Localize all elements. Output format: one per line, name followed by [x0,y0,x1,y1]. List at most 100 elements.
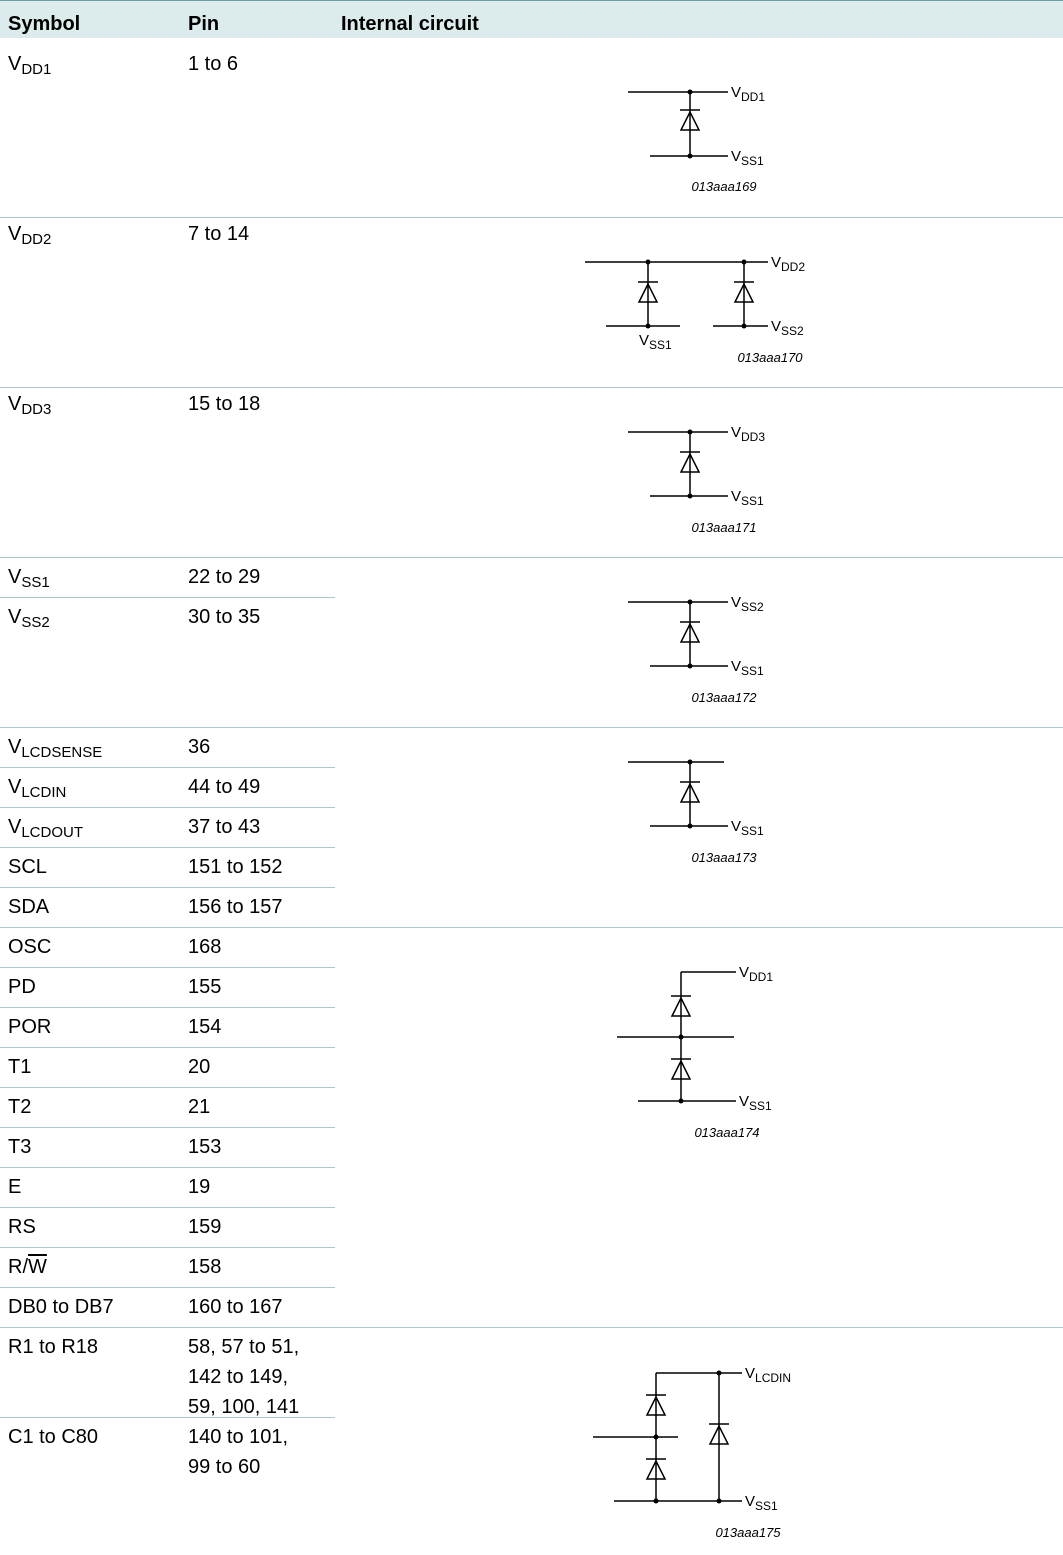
row-divider [0,1007,335,1008]
figure-id: 013aaa172 [691,690,757,705]
svg-text:VSS1: VSS1 [745,1493,778,1513]
row-divider [0,887,335,888]
symbol-cell: OSC [8,936,52,958]
row-divider [0,807,335,808]
symbol-cell: PD [8,976,36,998]
symbol-cell: R/W [8,1256,47,1278]
pin-cell-line: 142 to 149, [188,1366,289,1388]
svg-text:VSS2: VSS2 [731,594,764,614]
pin-cell: 44 to 49 [188,776,261,798]
svg-text:VSS1: VSS1 [639,332,672,352]
header-pin: Pin [188,13,220,35]
svg-text:VSS1: VSS1 [731,818,764,838]
symbol-cell: E [8,1176,22,1198]
pin-cell: 168 [188,936,222,958]
symbol-cell: RS [8,1216,36,1238]
row-divider [0,1207,335,1208]
symbol-cell: C1 to C80 [8,1426,99,1448]
svg-text:VSS1: VSS1 [731,148,764,168]
svg-text:VLCDIN: VLCDIN [745,1365,791,1385]
pin-cell: 37 to 43 [188,816,261,838]
row-divider [0,847,335,848]
pin-cell-line: 59, 100, 141 [188,1396,300,1418]
pin-cell: 30 to 35 [188,606,261,628]
row-divider [0,967,335,968]
pin-cell: 19 [188,1176,211,1198]
pin-cell: 154 [188,1016,222,1038]
figure-id: 013aaa175 [715,1525,781,1540]
pin-cell-line: 58, 57 to 51, [188,1336,300,1358]
svg-text:VSS1: VSS1 [739,1093,772,1113]
symbol-cell: VSS1 [8,566,50,591]
symbol-cell: VDD1 [8,53,52,78]
row-divider [0,557,1063,558]
svg-text:VSS2: VSS2 [771,318,804,338]
symbol-cell: SCL [8,856,47,878]
row-divider [0,1087,335,1088]
symbol-cell: SDA [8,896,50,918]
symbol-cell: T2 [8,1096,32,1118]
pin-cell: 155 [188,976,222,998]
pin-cell: 22 to 29 [188,566,261,588]
header-symbol: Symbol [8,13,81,35]
symbol-cell: VSS2 [8,606,50,631]
figure-id: 013aaa174 [694,1125,759,1140]
pin-cell-line: 140 to 101, [188,1426,289,1448]
row-divider [0,1247,335,1248]
pin-cell: 21 [188,1096,211,1118]
row-divider [0,1287,335,1288]
row-divider [0,767,335,768]
pin-cell: 20 [188,1056,211,1078]
row-divider [0,217,1063,218]
symbol-cell: VLCDSENSE [8,736,103,761]
symbol-cell: DB0 to DB7 [8,1296,114,1318]
row-divider [0,387,1063,388]
symbol-cell: T1 [8,1056,32,1078]
pin-cell: 36 [188,736,211,758]
row-divider [0,1127,335,1128]
row-divider [0,1327,1063,1328]
row-divider [0,727,1063,728]
pin-cell-line: 99 to 60 [188,1456,261,1478]
symbol-cell: POR [8,1016,52,1038]
figure-id: 013aaa170 [737,350,803,365]
svg-text:VDD1: VDD1 [739,964,773,984]
pin-cell: 7 to 14 [188,223,250,245]
row-divider [0,597,335,598]
row-divider [0,927,1063,928]
row-divider [0,1047,335,1048]
svg-text:VDD3: VDD3 [731,424,765,444]
svg-text:VSS1: VSS1 [731,488,764,508]
symbol-cell: VLCDIN [8,776,67,801]
symbol-cell: VLCDOUT [8,816,84,841]
header-internal-circuit: Internal circuit [341,13,479,35]
symbol-cell: T3 [8,1136,32,1158]
figure-id: 013aaa173 [691,850,757,865]
figure-id: 013aaa169 [691,179,756,194]
symbol-cell: VDD3 [8,393,52,418]
symbol-cell: R1 to R18 [8,1336,99,1358]
symbol-cell: VDD2 [8,223,52,248]
pin-cell: 151 to 152 [188,856,283,878]
svg-text:VDD1: VDD1 [731,84,765,104]
pin-cell: 1 to 6 [188,53,239,75]
svg-text:VDD2: VDD2 [771,254,805,274]
figure-id: 013aaa171 [691,520,756,535]
table-header [0,0,1063,38]
pin-cell: 153 [188,1136,222,1158]
pin-cell: 160 to 167 [188,1296,283,1318]
row-divider [0,1167,335,1168]
pin-cell: 159 [188,1216,222,1238]
svg-text:VSS1: VSS1 [731,658,764,678]
pin-cell: 15 to 18 [188,393,261,415]
pin-cell: 156 to 157 [188,896,283,918]
row-divider [0,1417,335,1418]
pin-cell: 158 [188,1256,222,1278]
